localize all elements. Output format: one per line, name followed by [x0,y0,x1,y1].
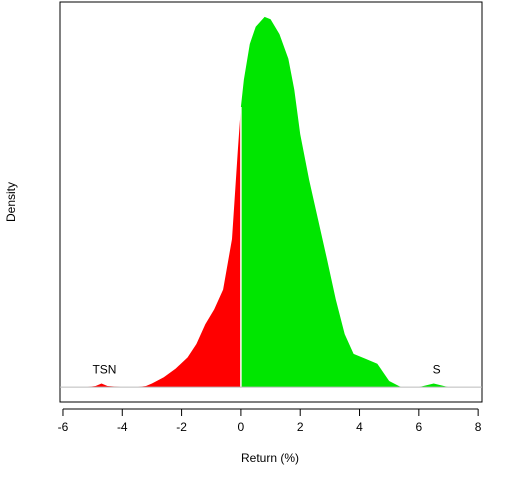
y-axis-label: Density [4,182,18,222]
x-tick-label: 4 [356,420,363,434]
x-tick-label: 2 [297,420,304,434]
x-axis-label: Return (%) [241,451,299,465]
x-tick-label: -4 [117,420,128,434]
annotation: TSN [92,362,116,376]
x-tick-label: 6 [415,420,422,434]
negative-area [86,106,241,388]
x-tick-label: 0 [238,420,245,434]
plot-box [59,1,483,403]
x-tick-label: -2 [176,420,187,434]
x-tick-label: 8 [475,420,482,434]
positive-area [240,16,458,388]
x-tick-label: -6 [58,420,69,434]
annotation: S [433,362,441,376]
